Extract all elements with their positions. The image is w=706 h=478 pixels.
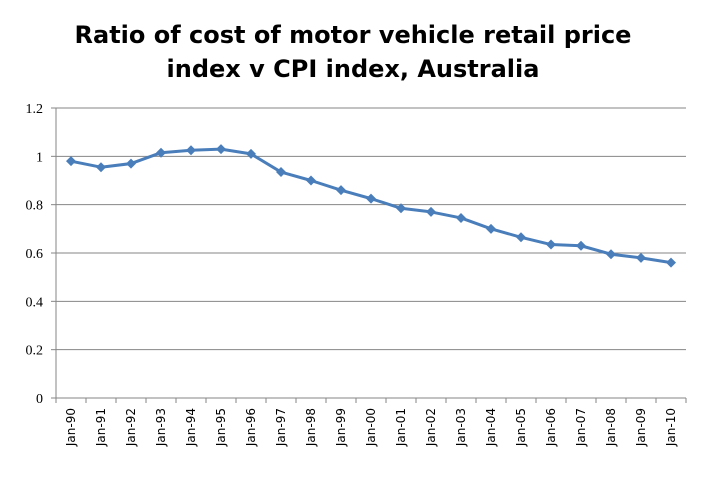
x-tick-label: Jan-08 — [604, 408, 618, 447]
x-tick-label: Jan-97 — [274, 408, 288, 447]
data-point — [636, 252, 646, 263]
y-tick-label: 0.6 — [26, 247, 44, 262]
data-point — [66, 156, 76, 167]
data-point — [486, 223, 496, 234]
data-point — [96, 162, 106, 173]
chart-title: Ratio of cost of motor vehicle retail pr… — [0, 18, 706, 86]
data-point — [276, 167, 286, 178]
y-tick-label: 0 — [36, 392, 43, 407]
y-tick-label: 1 — [36, 150, 43, 165]
x-tick-label: Jan-90 — [64, 408, 78, 447]
data-point — [516, 232, 526, 243]
chart-title-line-2: index v CPI index, Australia — [166, 55, 540, 83]
y-tick-label: 1.2 — [26, 102, 44, 117]
x-tick-label: Jan-96 — [244, 408, 258, 447]
x-tick-label: Jan-95 — [214, 408, 228, 447]
x-tick-label: Jan-04 — [484, 408, 498, 447]
data-point — [366, 193, 376, 204]
x-tick-label: Jan-98 — [304, 408, 318, 447]
data-point — [156, 147, 166, 158]
data-point — [396, 203, 406, 214]
x-tick-label: Jan-03 — [454, 408, 468, 447]
x-tick-label: Jan-05 — [514, 408, 528, 447]
data-point — [186, 145, 196, 156]
x-tick-label: Jan-91 — [94, 408, 108, 447]
data-point — [126, 158, 136, 169]
data-point — [426, 206, 436, 217]
y-tick-label: 0.8 — [26, 199, 44, 214]
y-tick-label: 0.4 — [26, 295, 44, 310]
data-point — [546, 239, 556, 250]
data-point — [606, 249, 616, 260]
data-point — [666, 257, 676, 268]
x-tick-label: Jan-10 — [664, 408, 678, 447]
data-point — [216, 144, 226, 155]
x-tick-label: Jan-00 — [364, 408, 378, 447]
x-tick-label: Jan-02 — [424, 408, 438, 447]
data-point — [576, 240, 586, 251]
y-tick-label: 0.2 — [26, 344, 44, 359]
x-tick-label: Jan-07 — [574, 408, 588, 447]
chart-title-line-1: Ratio of cost of motor vehicle retail pr… — [74, 21, 632, 49]
data-point — [456, 212, 466, 223]
x-tick-label: Jan-01 — [394, 408, 408, 447]
x-tick-label: Jan-94 — [184, 408, 198, 447]
x-tick-label: Jan-93 — [154, 408, 168, 447]
data-point — [306, 175, 316, 186]
data-point — [336, 185, 346, 196]
x-tick-label: Jan-06 — [544, 408, 558, 447]
x-tick-label: Jan-09 — [634, 408, 648, 447]
x-tick-label: Jan-99 — [334, 408, 348, 447]
data-point — [246, 148, 256, 159]
x-tick-label: Jan-92 — [124, 408, 138, 447]
